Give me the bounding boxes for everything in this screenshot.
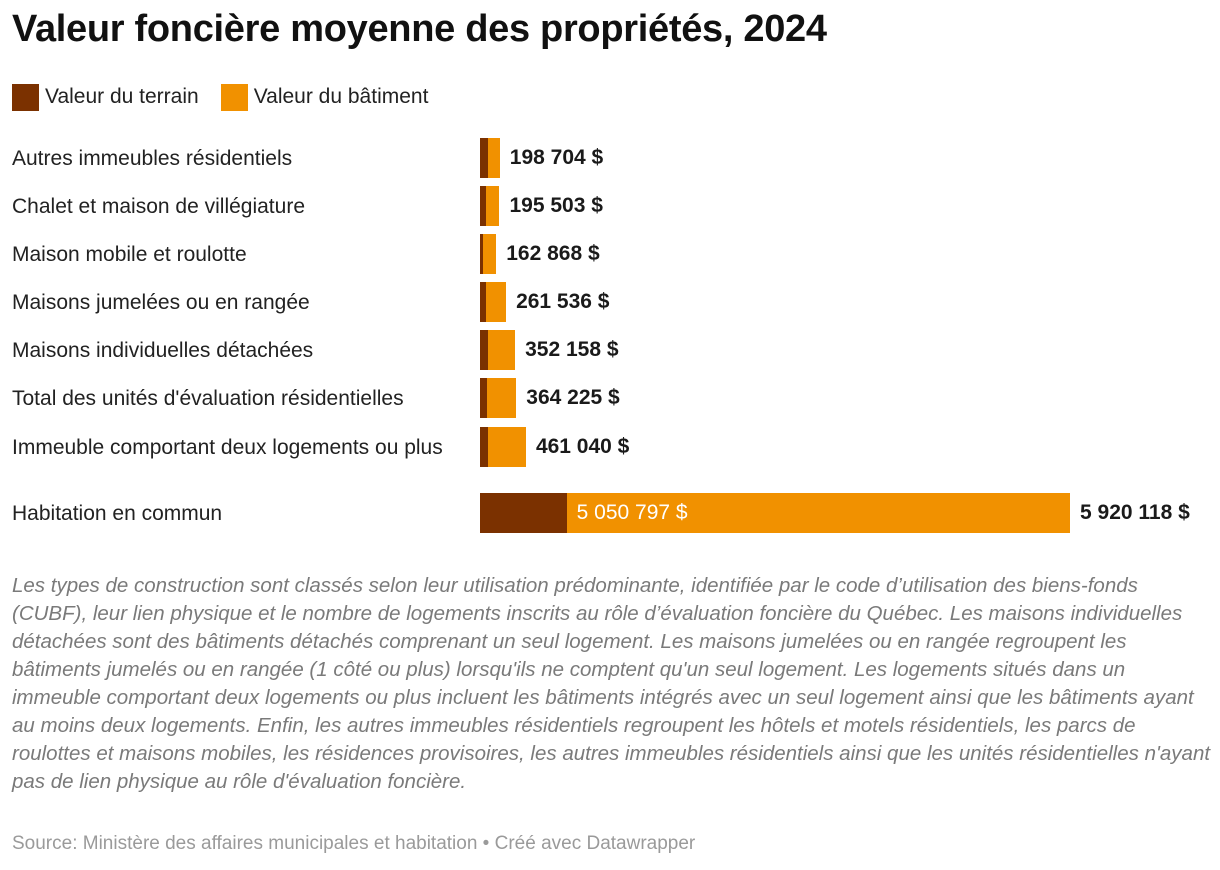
bar-segment-batiment: [482, 234, 497, 274]
bar-segment-terrain: [480, 186, 486, 226]
row-label: Autres immeubles résidentiels: [12, 146, 293, 170]
bar-total-label: 261 536 $: [516, 290, 610, 313]
legend-item-batiment: Valeur du bâtiment: [220, 83, 429, 111]
row-label: Maisons jumelées ou en rangée: [12, 290, 310, 314]
bar-total-label: 198 704 $: [509, 146, 604, 169]
row-label: Immeuble comportant deux logements ou pl…: [12, 435, 443, 459]
row-label: Habitation en commun: [12, 501, 223, 525]
bar-total-label: 5 920 118 $: [1080, 501, 1190, 524]
legend-label-terrain: Valeur du terrain: [45, 85, 199, 108]
chart-notes: Les types de construction sont classés s…: [12, 574, 1211, 793]
legend: Valeur du terrain Valeur du bâtiment: [12, 82, 428, 112]
bar-segment-batiment: [488, 330, 516, 370]
bar-inner-label: 5 050 797 $: [576, 501, 688, 524]
legend-item-terrain: Valeur du terrain: [12, 83, 199, 111]
bar-segment-batiment: [488, 427, 526, 467]
stacked-bar-chart: Autres immeubles résidentiels 198 704 $ Ch…: [0, 130, 1220, 540]
bar-total-label: 364 225 $: [526, 386, 620, 409]
bar-segment-batiment: [487, 378, 517, 418]
row-label: Maison mobile et roulotte: [12, 242, 247, 266]
bar-total-label: 195 503 $: [509, 194, 603, 217]
legend-swatch-batiment: [220, 83, 248, 111]
bar-total-label: 461 040 $: [535, 435, 630, 458]
bar-segment-batiment: [488, 138, 500, 178]
bar-segment-batiment: [485, 186, 500, 226]
row-label: Total des unités d'évaluation résidentie…: [12, 386, 404, 410]
bar-segment-terrain: [480, 234, 483, 274]
bar-total-label: 352 158 $: [525, 338, 619, 361]
bar-segment-batiment: [485, 282, 507, 322]
bar-segment-terrain: [480, 282, 486, 322]
bar-segment-terrain: [480, 138, 489, 178]
bar-segment-batiment: [566, 493, 1070, 533]
bar-segment-terrain: [480, 378, 488, 418]
bar-segment-terrain: [480, 330, 489, 370]
legend-swatch-terrain: [12, 83, 39, 111]
legend-label-batiment: Valeur du bâtiment: [253, 85, 429, 108]
row-label: Chalet et maison de villégiature: [12, 194, 305, 218]
bar-total-label: 162 868 $: [506, 242, 600, 265]
row-label: Maisons individuelles détachées: [12, 338, 314, 362]
bar-segment-terrain: [480, 427, 489, 467]
bar-segment-terrain: [480, 493, 567, 533]
chart-title: Valeur foncière moyenne des propriétés, …: [12, 8, 827, 50]
chart-source: Source: Ministère des affaires municipal…: [12, 833, 696, 854]
